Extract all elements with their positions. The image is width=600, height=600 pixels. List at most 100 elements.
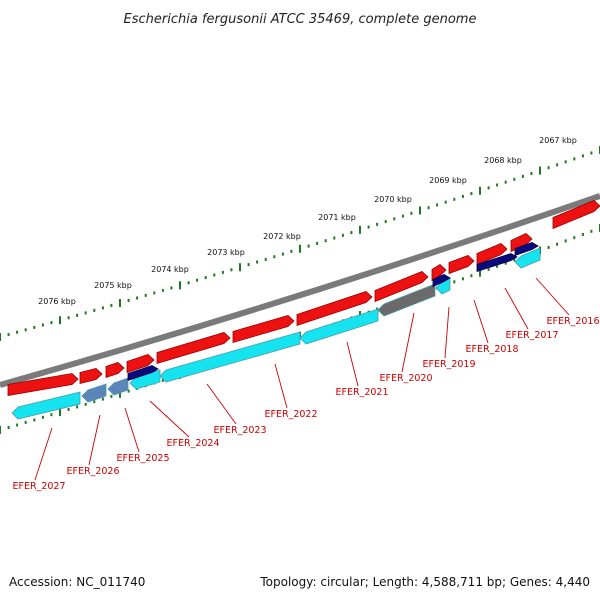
outer-tick [504,180,507,184]
rna-feature [129,369,161,390]
outer-tick [247,263,250,267]
inner-tick [33,418,36,422]
genome-backbone [0,193,600,388]
cds-feature [79,368,103,385]
label-leader-line [149,400,190,438]
outer-tick [127,299,130,302]
conserved-feature [127,365,159,382]
inner-tick [110,394,113,398]
outer-tick [119,299,121,307]
inner-tick [479,268,481,277]
inner-tick [496,264,499,268]
label-leader-line [401,312,415,373]
outer-tick [273,255,276,259]
inner-tick [513,258,516,262]
outer-tick [359,225,361,234]
outer-tick [239,263,241,272]
outer-tick [496,183,499,187]
conserved-feature [476,253,518,273]
inner-tick [41,415,44,419]
label-leader-line [504,287,529,330]
label-leader-line [34,427,53,481]
inner-tick [50,413,53,417]
inner-tick [127,389,130,393]
outer-tick [93,308,96,312]
outer-tick [221,270,224,274]
outer-tick [144,293,147,297]
inner-tick [573,236,576,240]
outer-tick [393,217,396,221]
outer-tick [384,220,387,224]
cds-feature [510,233,533,253]
gene-label: EFER_2022 [265,409,318,420]
outer-tick [299,244,301,253]
outer-tick [204,276,207,280]
outer-tick [513,177,516,181]
rna-feature [514,247,541,269]
outer-tick [179,281,181,290]
inner-tick [101,397,104,401]
inner-tick [487,267,490,271]
outer-tick [230,268,233,272]
scale-label: 2070 kbp [374,195,412,204]
genome-summary-text: Topology: circular; Length: 4,588,711 bp… [259,575,590,589]
outer-tick [170,286,173,290]
rna-feature [107,377,129,396]
scale-label: 2075 kbp [94,281,132,290]
scale-label: 2067 kbp [539,136,577,145]
outer-tick [547,166,550,170]
outer-tick [41,323,44,327]
inner-tick [470,274,473,278]
outer-tick [376,222,379,226]
cds-feature [448,255,475,275]
inner-tick [547,245,550,249]
inner-tick [161,378,164,382]
gene-label: EFER_2026 [67,466,120,477]
outer-tick [573,157,576,161]
label-leader-line [473,299,489,344]
rna-feature [81,383,107,403]
inner-tick [556,242,559,246]
outer-tick [213,273,216,277]
outer-tick [307,244,310,248]
cds-feature [476,243,508,266]
inner-tick [67,408,70,411]
gene-label: EFER_2019 [423,359,476,370]
outer-tick [24,328,27,332]
conserved-feature [514,242,539,257]
outer-tick [461,194,464,198]
outer-tick [16,330,19,334]
inner-tick [93,400,96,404]
inner-tick [76,405,79,409]
outer-tick [539,166,541,175]
outer-tick [290,249,293,253]
outer-tick [590,151,593,155]
outer-scale-ticks [0,146,600,341]
cds-feature [7,373,79,396]
label-leader-line [535,277,570,316]
outer-tick [316,241,319,245]
outer-tick [101,306,104,310]
gene-label: EFER_2018 [466,344,519,355]
scale-label: 2068 kbp [484,156,522,165]
outer-tick [427,206,430,210]
feature-track [7,200,600,420]
rna-feature [159,331,301,383]
scale-label: 2072 kbp [263,232,301,241]
inner-tick [119,389,121,398]
outer-tick [7,333,10,337]
outer-tick [581,154,584,158]
outer-tick [33,325,36,329]
inner-tick [564,239,567,243]
outer-tick [479,186,481,195]
outer-tick [556,163,559,167]
outer-tick [84,311,87,315]
inner-tick [453,280,456,284]
outer-tick [401,214,404,218]
inner-tick [461,277,464,281]
inner-tick [24,420,27,424]
gene-label: EFER_2020 [380,373,433,384]
cds-feature [232,315,295,344]
label-leader-line [274,363,288,409]
